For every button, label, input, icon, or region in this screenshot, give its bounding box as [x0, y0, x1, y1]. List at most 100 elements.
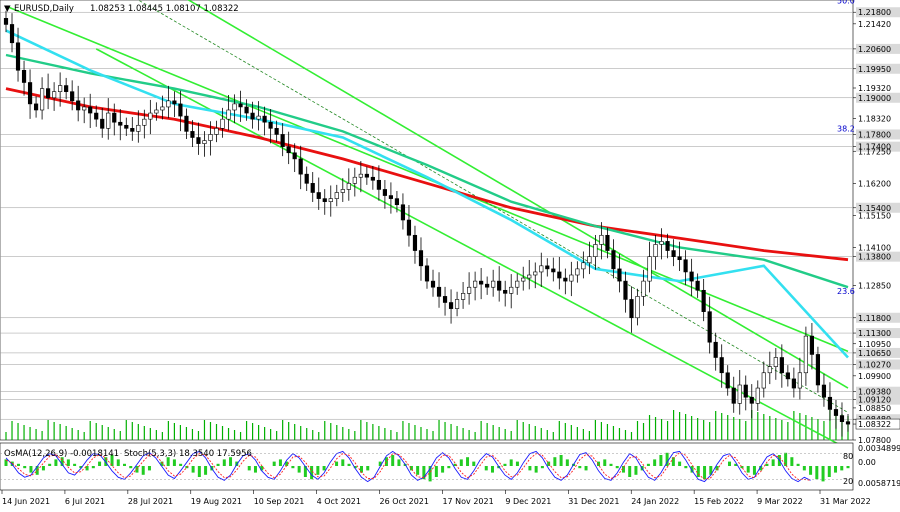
- stoch-signal-line: [5, 452, 811, 481]
- oscillator-series: [0, 450, 853, 483]
- price-label-box: [856, 129, 900, 140]
- candle-body: [100, 118, 105, 129]
- osma-axis-label: 0.00: [858, 458, 876, 467]
- candle-body: [809, 335, 815, 355]
- candle-body: [845, 421, 851, 425]
- candle-body: [749, 396, 754, 404]
- candle-body: [328, 198, 333, 202]
- candle-body: [274, 128, 279, 135]
- candle-body: [767, 366, 772, 374]
- candle-body: [791, 378, 796, 389]
- candle-body: [118, 121, 123, 126]
- candle-body: [827, 396, 833, 410]
- candle-body: [569, 274, 574, 282]
- candle-body: [611, 250, 616, 270]
- candle-body: [202, 140, 207, 144]
- candle-body: [563, 277, 568, 282]
- candle-body: [665, 241, 670, 251]
- candle-body: [394, 198, 400, 206]
- candle-body: [677, 256, 682, 261]
- candle-body: [653, 244, 658, 257]
- candle-body: [112, 112, 117, 123]
- ma-fast-line: [5, 29, 849, 359]
- trend-channel-lines: [5, 0, 849, 450]
- date-tick-label: 19 Aug 2021: [191, 497, 242, 506]
- ohlc-header: 1.08253 1.08445 1.08107 1.08322: [90, 4, 239, 14]
- candle-body: [280, 134, 285, 147]
- price-label-box: [856, 43, 900, 54]
- candle-body: [713, 341, 718, 358]
- price-tick-label: 1.10950: [858, 340, 891, 349]
- date-tick-label: 28 Jul 2021: [128, 497, 173, 506]
- candle-body: [467, 286, 472, 294]
- price-tick-label: 1.09380: [858, 388, 891, 397]
- candle-body: [803, 335, 808, 374]
- candle-body: [3, 18, 9, 25]
- price-tick-label: 1.20600: [858, 45, 891, 54]
- price-label-box: [856, 202, 900, 213]
- candle-body: [635, 296, 640, 319]
- price-tick-label: 1.14100: [858, 244, 891, 253]
- candle-body: [232, 103, 237, 111]
- candle-body: [340, 189, 345, 193]
- fib-label: 38.2: [837, 124, 855, 133]
- osma-header: OsMA(12,26,9) -0.0018141: [4, 449, 119, 459]
- candle-body: [707, 311, 712, 343]
- triangle-icon: ▼: [4, 4, 11, 14]
- candle-body: [509, 286, 514, 294]
- price-tick-label: 1.11800: [858, 314, 891, 323]
- candle-body: [581, 262, 586, 270]
- candle-body: [671, 250, 676, 257]
- date-tick-label: 4 Oct 2021: [317, 497, 361, 506]
- price-tick-label: 1.10650: [858, 349, 891, 358]
- candle-body: [575, 268, 580, 276]
- candle-body: [52, 91, 57, 99]
- candle-body: [64, 85, 69, 92]
- candle-body: [214, 128, 219, 135]
- candle-body: [815, 354, 821, 386]
- candle-body: [220, 118, 225, 129]
- date-axis: 14 Jun 2021 6 Jul 2021 28 Jul 2021 19 Aug 2…: [1, 490, 871, 506]
- price-tick-label: 1.15150: [858, 211, 891, 220]
- date-tick-label: 10 Sep 2021: [254, 497, 305, 506]
- candle-body: [364, 173, 369, 178]
- price-tick-label: 1.09900: [858, 372, 891, 381]
- candle-body: [358, 173, 363, 178]
- candle-body: [94, 112, 99, 120]
- price-tick-label: 1.08850: [858, 404, 891, 413]
- candle-body: [39, 88, 45, 111]
- candle-body: [316, 192, 321, 199]
- stoch-main-line: [5, 450, 811, 483]
- candle-body: [436, 286, 442, 297]
- candle-body: [773, 357, 778, 367]
- price-tick-label: 1.15400: [858, 204, 891, 213]
- candle-body: [533, 271, 538, 276]
- date-tick-label: 9 Dec 2021: [505, 497, 551, 506]
- candle-body: [761, 372, 766, 389]
- price-tick-label: 1.10270: [858, 361, 891, 370]
- date-tick-label: 31 Dec 2021: [568, 497, 619, 506]
- date-tick-label: 9 Mar 2022: [757, 497, 803, 506]
- candle-body: [15, 42, 21, 71]
- candle-body: [226, 109, 231, 120]
- candle-body: [689, 271, 694, 282]
- candle-body: [647, 256, 652, 282]
- price-tick-label: 1.19950: [858, 65, 891, 74]
- price-label-box: [856, 92, 900, 103]
- candle-body: [376, 179, 381, 190]
- price-tick-label: 1.11300: [858, 329, 891, 338]
- candle-body: [130, 128, 135, 132]
- candle-body: [334, 192, 339, 199]
- candle-body: [797, 372, 802, 389]
- price-label-box: [856, 328, 900, 339]
- candle-body: [454, 299, 460, 309]
- date-tick-label: 15 Feb 2022: [694, 497, 744, 506]
- candle-body: [46, 88, 51, 99]
- price-label-box: [856, 141, 900, 152]
- price-label-box: [856, 312, 900, 323]
- stoch-header: Stoch(5,3,3) 18.3540 17.5956: [124, 449, 252, 459]
- date-tick-label: 6 Jul 2021: [65, 497, 105, 506]
- candle-body: [430, 280, 436, 288]
- candle-body: [599, 234, 604, 245]
